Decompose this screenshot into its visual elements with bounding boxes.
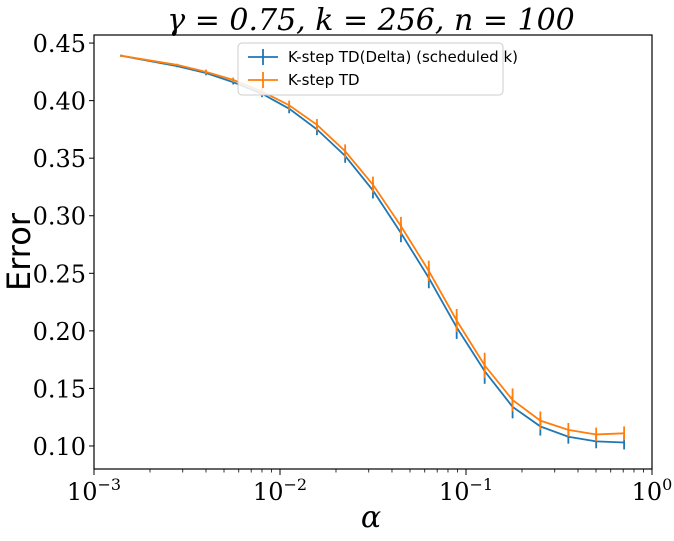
data-point	[400, 225, 402, 227]
x-tick-label: 10−3	[67, 475, 121, 506]
legend: K-step TD(Delta) (scheduled k) K-step TD	[237, 42, 518, 96]
x-tick-label: 100	[632, 475, 673, 506]
data-point	[232, 78, 235, 81]
series-line-2	[121, 54, 625, 436]
x-tick-label: 10−1	[439, 475, 493, 506]
y-tick-label: 0.20	[33, 318, 86, 346]
data-point	[623, 441, 626, 444]
data-point	[288, 104, 291, 107]
legend-label-1: K-step TD(Delta) (scheduled k)	[288, 48, 518, 66]
data-point	[120, 54, 123, 57]
data-point	[372, 183, 374, 186]
data-point	[623, 432, 626, 435]
y-axis-label: Error	[0, 212, 38, 291]
y-tick-label: 0.40	[33, 88, 86, 116]
y-tick-label: 0.15	[33, 375, 86, 403]
data-point	[539, 419, 542, 422]
data-point	[316, 123, 318, 126]
x-axis-label: α	[361, 500, 381, 535]
data-point	[483, 364, 486, 367]
chart-title: γ = 0.75, k = 256, n = 100	[167, 3, 575, 38]
y-tick-label: 0.45	[33, 30, 86, 58]
legend-box	[237, 42, 504, 96]
y-tick-label: 0.25	[33, 260, 86, 288]
data-point	[427, 270, 430, 272]
data-point	[455, 319, 458, 322]
series-line-1	[121, 54, 625, 444]
x-tick-label: 10−2	[253, 475, 307, 506]
data-point	[176, 64, 179, 66]
data-point	[344, 150, 347, 153]
data-point	[595, 433, 598, 436]
data-point	[511, 399, 514, 401]
y-tick-label: 0.35	[33, 145, 86, 173]
y-tick-label: 0.10	[33, 433, 86, 461]
y-tick-label: 0.30	[33, 203, 86, 231]
data-point	[205, 70, 207, 73]
plot-frame	[93, 34, 653, 470]
legend-label-2: K-step TD	[288, 71, 360, 89]
data-point	[567, 428, 570, 431]
